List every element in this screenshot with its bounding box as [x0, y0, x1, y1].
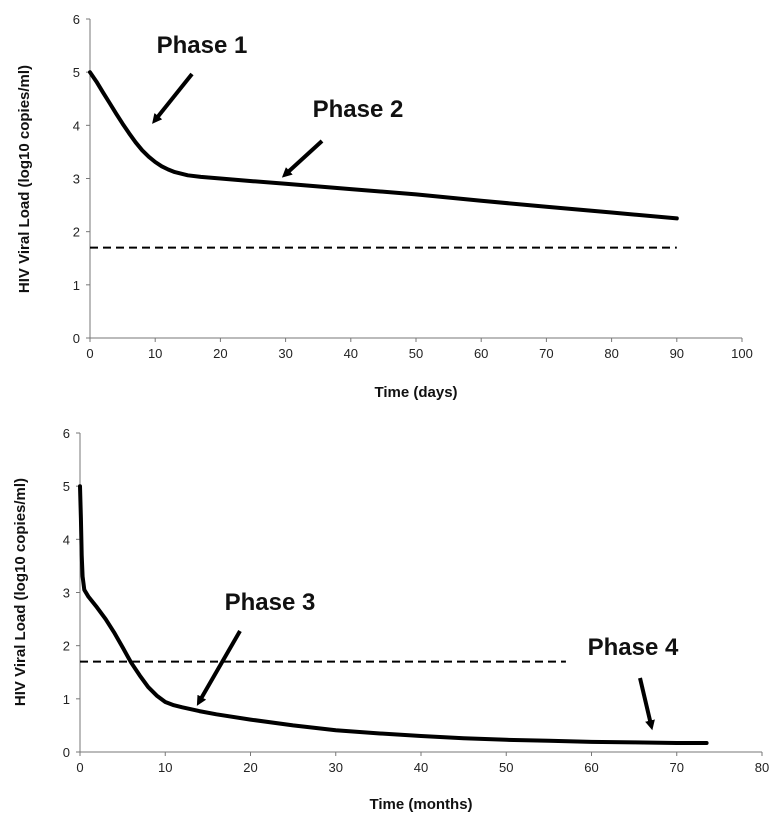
- x-tick-label: 80: [604, 346, 618, 361]
- y-tick-label: 1: [63, 692, 70, 707]
- x-axis-title: Time (months): [369, 796, 472, 813]
- x-tick-label: 50: [499, 760, 513, 775]
- phase-arrow: [281, 139, 324, 178]
- x-tick-label: 10: [158, 760, 172, 775]
- x-tick-label: 20: [213, 346, 227, 361]
- x-tick-label: 0: [76, 760, 83, 775]
- phase-label: Phase 1: [157, 32, 248, 59]
- y-tick-label: 1: [73, 278, 80, 293]
- x-tick-label: 40: [414, 760, 428, 775]
- phase-label: Phase 2: [313, 96, 404, 123]
- phase-label: Phase 4: [588, 634, 679, 661]
- x-tick-label: 0: [86, 346, 93, 361]
- x-tick-label: 60: [474, 346, 488, 361]
- y-axis-title: HIV Viral Load (log10 copies/ml): [16, 65, 33, 293]
- phase-arrow: [152, 72, 194, 124]
- x-tick-label: 30: [278, 346, 292, 361]
- y-tick-label: 6: [63, 426, 70, 441]
- viral-load-curve: [78, 484, 709, 745]
- x-tick-label: 60: [584, 760, 598, 775]
- phase-arrow: [196, 630, 242, 706]
- viral-load-curve: [88, 70, 679, 221]
- y-tick-label: 3: [63, 586, 70, 601]
- y-tick-label: 4: [63, 532, 70, 547]
- phase-label: Phase 3: [225, 589, 316, 616]
- x-axis-title: Time (days): [374, 384, 457, 401]
- x-tick-label: 30: [329, 760, 343, 775]
- y-tick-label: 0: [73, 331, 80, 346]
- y-tick-label: 4: [73, 118, 80, 133]
- y-tick-label: 0: [63, 745, 70, 760]
- x-tick-label: 70: [539, 346, 553, 361]
- x-tick-label: 80: [755, 760, 769, 775]
- phase-arrow: [638, 677, 655, 731]
- x-tick-label: 10: [148, 346, 162, 361]
- x-tick-label: 40: [344, 346, 358, 361]
- x-tick-label: 100: [731, 346, 753, 361]
- y-tick-label: 2: [73, 225, 80, 240]
- y-tick-label: 2: [63, 639, 70, 654]
- y-tick-label: 5: [63, 479, 70, 494]
- y-tick-label: 3: [73, 172, 80, 187]
- y-tick-label: 5: [73, 65, 80, 80]
- x-tick-label: 90: [670, 346, 684, 361]
- y-axis-title: HIV Viral Load (log10 copies/ml): [12, 478, 29, 706]
- y-tick-label: 6: [73, 12, 80, 27]
- x-tick-label: 50: [409, 346, 423, 361]
- x-tick-label: 70: [670, 760, 684, 775]
- x-tick-label: 20: [243, 760, 257, 775]
